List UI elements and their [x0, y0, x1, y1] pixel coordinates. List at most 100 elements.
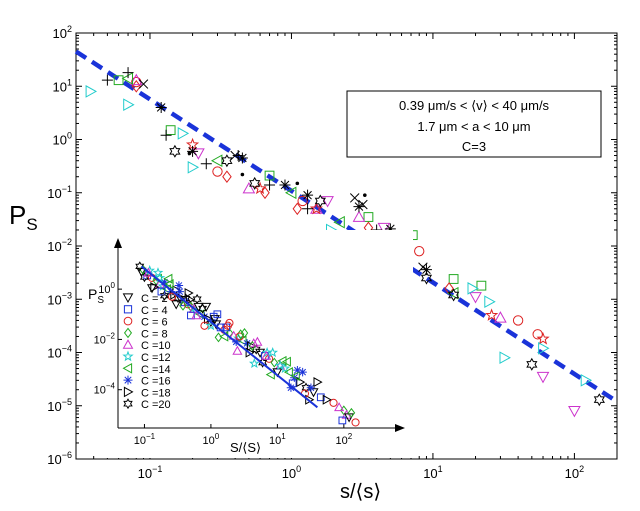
inset-data-point — [135, 261, 145, 272]
main-fit-line — [74, 49, 619, 404]
data-point — [85, 85, 98, 98]
annotation-frame — [346, 90, 602, 158]
legend-marker — [123, 375, 133, 385]
inset-data-point — [175, 287, 184, 296]
inset-labels: PS S/⟨S⟩ — [88, 286, 261, 455]
y-tick-label: 10−2 — [47, 237, 72, 254]
inset-data-point — [334, 402, 345, 412]
data-point — [363, 212, 374, 222]
data-point — [200, 158, 212, 170]
inset-data-point — [290, 370, 300, 382]
data-point — [448, 274, 459, 284]
legend-label: C = 6 — [141, 317, 168, 329]
legend-label: C = 2 — [141, 293, 168, 305]
inset-data-point — [184, 287, 194, 299]
inset-y-ticks: 100 10−2 10−4 — [94, 281, 122, 397]
inset-x-tick-label: 102 — [335, 432, 352, 447]
data-point — [333, 215, 345, 229]
inset-x-tick-label: 101 — [269, 432, 286, 447]
inset-y-tick-label: 10−2 — [94, 331, 116, 346]
inset-data-point — [160, 277, 169, 287]
inset-data-point — [329, 398, 338, 407]
inset-data-point — [171, 300, 182, 310]
inset-data-point — [213, 310, 222, 319]
inset-fit-line — [140, 265, 319, 409]
main-axis-labels: PS s/⟨s⟩ — [9, 200, 381, 503]
data-point — [536, 371, 550, 384]
inset-data-point — [296, 377, 306, 388]
inset-data-point — [251, 344, 261, 355]
inset-data-point — [306, 383, 316, 392]
inset-data-point — [322, 394, 332, 405]
data-point — [321, 196, 334, 208]
series-triangle-up — [129, 73, 507, 323]
data-point — [236, 152, 248, 164]
inset-legend: C = 2C = 4C = 6C = 8C =10C =12C =14C =16… — [122, 293, 171, 411]
inset-data-point — [139, 271, 149, 283]
legend-marker — [123, 398, 133, 410]
inset-data-point — [252, 336, 263, 346]
inset-data-point — [232, 345, 243, 355]
x-tick-label: 100 — [282, 464, 301, 481]
data-point — [297, 195, 308, 207]
legend-label: C = 4 — [141, 305, 168, 317]
legend-label: C =12 — [141, 352, 171, 364]
data-point — [414, 245, 425, 257]
y-axis-label: PS — [9, 200, 38, 234]
inset-data-point — [143, 267, 154, 277]
inset-data-point — [298, 367, 307, 377]
annotation-line-2: 1.7 μm < a < 10 μm — [417, 119, 530, 134]
y-tick-label: 10−4 — [47, 344, 72, 361]
data-point — [485, 308, 499, 321]
data-point — [138, 79, 149, 89]
y-minor-ticks — [76, 34, 617, 444]
x-tick-label: 101 — [423, 464, 442, 481]
data-point — [240, 172, 245, 177]
data-point — [221, 154, 233, 168]
y-tick-label: 10−5 — [47, 397, 72, 414]
data-point — [384, 223, 396, 235]
annotation-line-1: 0.39 μm/s < ⟨v⟩ < 40 μm/s — [399, 98, 550, 113]
inset-data-point — [281, 356, 291, 367]
inset-y-tick-label: 10−4 — [94, 382, 116, 397]
data-point — [349, 193, 360, 203]
data-point — [420, 271, 433, 285]
legend-label: C =10 — [141, 340, 171, 352]
data-point — [187, 145, 199, 157]
legend-marker — [123, 327, 133, 339]
legend-marker — [122, 362, 133, 374]
data-point — [494, 311, 507, 323]
inset-data-point — [286, 383, 296, 392]
data-point — [512, 315, 524, 326]
legend-label: C =14 — [141, 364, 171, 376]
inset-data-point — [283, 367, 293, 378]
inset-x-tick-label: 100 — [203, 432, 220, 447]
y-tick-label: 102 — [53, 24, 72, 41]
data-point — [222, 170, 232, 184]
inset-data-point — [185, 294, 195, 305]
inset-data-point — [248, 340, 257, 352]
data-point — [101, 74, 113, 86]
inset-data-point — [301, 382, 311, 393]
inset-data-point — [192, 293, 202, 305]
inset-data-point — [198, 303, 208, 314]
legend-marker — [123, 305, 133, 314]
y-ticks: 10−6 10−5 10−4 10−3 10−2 10−1 100 101 102 — [47, 24, 617, 467]
data-point — [499, 351, 511, 365]
inset-data-point — [267, 347, 279, 358]
x-axis-label: s/⟨s⟩ — [340, 481, 381, 503]
data-point — [302, 189, 314, 201]
inset-data-point — [179, 300, 187, 311]
data-point — [538, 341, 550, 355]
data-point — [121, 72, 133, 85]
series-asterisk — [155, 101, 432, 276]
y-tick-label: 100 — [53, 131, 72, 148]
inset-data-point — [265, 369, 275, 380]
inset-data-point — [347, 407, 356, 418]
data-point — [279, 179, 291, 191]
data-point — [129, 73, 143, 86]
x-tick-label: 102 — [565, 464, 584, 481]
series-dot — [187, 151, 367, 197]
